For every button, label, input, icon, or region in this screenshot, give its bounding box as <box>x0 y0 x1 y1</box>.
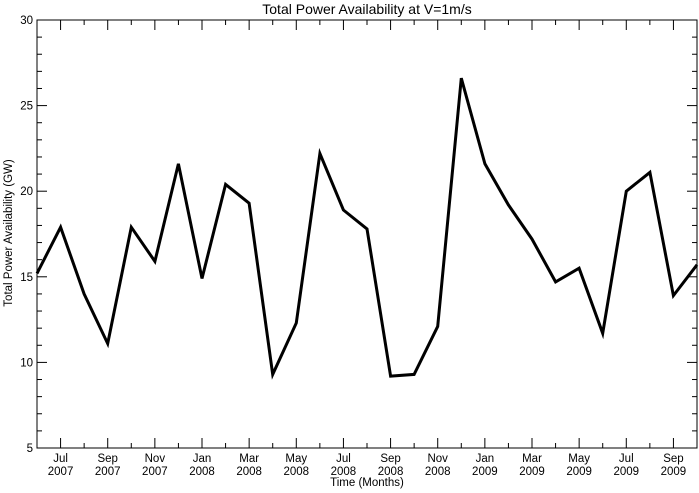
x-tick-label-month: Jan <box>476 453 495 465</box>
x-tick-label-year: 2008 <box>236 466 262 478</box>
x-tick-label-year: 2009 <box>566 466 592 478</box>
y-tick-label: 5 <box>27 443 33 455</box>
x-tick-label-year: 2008 <box>425 466 451 478</box>
x-tick-label-year: 2008 <box>331 466 357 478</box>
y-tick-label: 25 <box>20 101 33 113</box>
x-tick-label-year: 2007 <box>95 466 121 478</box>
x-tick-label-month: Nov <box>145 453 166 465</box>
series-line <box>35 77 699 380</box>
x-axis: Jul2007Sep2007Nov2007Jan2008Mar2008May20… <box>36 20 698 478</box>
y-tick-label: 30 <box>20 15 33 27</box>
x-tick-label-year: 2009 <box>613 466 639 478</box>
y-axis-label: Total Power Availability (GW) <box>3 159 15 307</box>
x-tick-label-month: Jul <box>619 453 634 465</box>
x-tick-label-year: 2007 <box>48 466 74 478</box>
x-tick-label-month: Nov <box>427 453 448 465</box>
y-axis: 5 10 15 20 25 30 <box>20 15 697 455</box>
x-tick-label-month: Jul <box>336 453 351 465</box>
x-tick-label-month: Mar <box>239 453 259 465</box>
x-tick-label-month: Sep <box>380 453 400 465</box>
x-tick-label-year: 2009 <box>661 466 687 478</box>
x-tick-label-month: May <box>285 453 307 465</box>
x-tick-label-year: 2009 <box>472 466 498 478</box>
y-tick-label: 20 <box>20 186 33 198</box>
x-tick-label-year: 2008 <box>378 466 404 478</box>
x-tick-label-month: Sep <box>663 453 683 465</box>
y-tick-label: 10 <box>20 357 33 369</box>
x-tick-label-year: 2009 <box>519 466 545 478</box>
chart-title: Total Power Availability at V=1m/s <box>262 1 471 17</box>
x-tick-label-year: 2007 <box>142 466 168 478</box>
x-tick-label-month: Mar <box>522 453 542 465</box>
x-tick-label-year: 2008 <box>283 466 309 478</box>
x-tick-label-year: 2008 <box>189 466 215 478</box>
x-tick-label-month: Sep <box>97 453 117 465</box>
y-tick-label: 15 <box>20 272 33 284</box>
x-tick-label-month: May <box>568 453 590 465</box>
x-tick-label-month: Jul <box>53 453 68 465</box>
series-group <box>35 77 699 380</box>
x-tick-label-month: Jan <box>193 453 212 465</box>
x-axis-label: Time (Months) <box>330 477 404 489</box>
